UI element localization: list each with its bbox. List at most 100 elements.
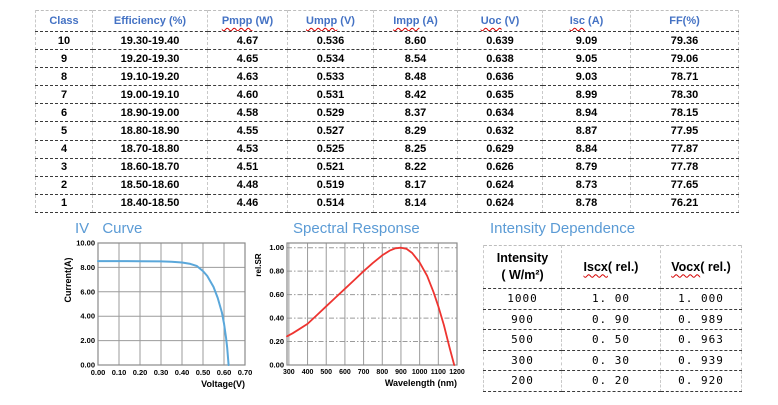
cell: 8.48 [373,67,458,87]
cell: 18.40-18.50 [92,194,208,213]
svg-text:0.80: 0.80 [269,267,284,276]
cell: 0. 963 [660,329,742,351]
column-header: Iscx( rel.) [561,245,661,289]
cell: 78.15 [630,103,739,123]
svg-text:900: 900 [395,369,407,376]
column-header: Efficiency (%) [92,10,208,32]
table-row: 300 0. 30 0. 939 [483,350,742,371]
cell: 8.37 [373,103,458,123]
svg-text:2.00: 2.00 [80,336,95,345]
cell: 8.54 [373,49,458,69]
column-header: Umpp (V) [287,10,374,32]
cell: 0.525 [287,140,374,159]
cell: 8.73 [542,176,631,195]
spectral-response-plot: 300 400 500 600 700 800 900 1000 1100 1200 0.00 0.2… [254,242,465,388]
cell: 9.03 [542,67,631,87]
cell: 7 [35,85,93,105]
cell: 2 [35,176,93,195]
svg-text:0.40: 0.40 [269,314,284,323]
intensity-table-container: Intensity( W/m²) Iscx( rel.) Vocx( rel.) 1… [483,245,742,392]
iv-curve-chart: 0.00 0.10 0.20 0.30 0.40 0.50 0.60 0.70 0.00 2.00… [62,238,257,405]
svg-text:0.60: 0.60 [269,290,284,299]
cell: 0.529 [287,103,374,123]
iv-curve-plot: 0.00 0.10 0.20 0.30 0.40 0.50 0.60 0.70 0.00 2.00… [63,239,252,390]
class-table-container: Class Efficiency (%) Pmpp (W) Umpp (V) Impp … [35,10,739,213]
cell: 0.514 [287,194,374,213]
cell: 19.20-19.30 [92,49,208,69]
svg-text:0.00: 0.00 [91,368,106,377]
cell: 4.58 [207,103,288,123]
intensity-table: Intensity( W/m²) Iscx( rel.) Vocx( rel.) 1… [483,245,742,392]
cell: 0.638 [457,49,543,69]
cell: 19.10-19.20 [92,67,208,87]
svg-text:1000: 1000 [412,369,428,376]
cell: 77.78 [630,158,739,177]
intensity-table-body: 1000 1. 00 1. 000 900 0. 90 0. 989 500 0. 50 0. … [483,288,742,392]
cell: 0. 30 [561,350,661,371]
class-table-header: Class Efficiency (%) Pmpp (W) Umpp (V) Impp … [35,10,739,32]
cell: 76.21 [630,194,739,213]
cell: 8 [35,67,93,87]
svg-text:300: 300 [283,369,295,376]
table-row: 900 0. 90 0. 989 [483,309,742,330]
cell: 1000 [483,288,562,310]
table-row: 7 19.00-19.10 4.60 0.531 8.42 0.635 8.99 78.30 [35,85,739,105]
cell: 78.30 [630,85,739,105]
header-row: Class Efficiency (%) Pmpp (W) Umpp (V) Impp … [35,10,739,32]
cell: 0.624 [457,194,543,213]
cell: 4.63 [207,67,288,87]
cell: 8.99 [542,85,631,105]
svg-text:0.10: 0.10 [112,368,127,377]
svg-text:1100: 1100 [431,369,446,376]
cell: 3 [35,158,93,177]
cell: 10 [35,31,93,51]
column-header: Class [35,10,93,32]
cell: 78.71 [630,67,739,87]
svg-text:8.00: 8.00 [80,263,95,272]
cell: 8.17 [373,176,458,195]
cell: 6 [35,103,93,123]
table-row: 10 19.30-19.40 4.67 0.536 8.60 0.639 9.09 79.36 [35,31,739,51]
svg-text:Voltage(V): Voltage(V) [201,379,245,389]
cell: 300 [483,350,562,371]
table-row: 200 0. 20 0. 920 [483,370,742,392]
cell: 18.50-18.60 [92,176,208,195]
column-header: Impp (A) [373,10,458,32]
header-row: Intensity( W/m²) Iscx( rel.) Vocx( rel.) [483,245,742,289]
table-row: 500 0. 50 0. 963 [483,329,742,351]
cell: 0.632 [457,121,543,141]
cell: 4.60 [207,85,288,105]
svg-text:1200: 1200 [449,369,465,376]
svg-text:600: 600 [339,369,351,376]
svg-text:0.00: 0.00 [269,361,284,370]
cell: 0. 939 [660,350,742,371]
table-row: 9 19.20-19.30 4.65 0.534 8.54 0.638 9.05 79.06 [35,49,739,69]
cell: 8.14 [373,194,458,213]
cell: 200 [483,370,562,392]
table-row: 3 18.60-18.70 4.51 0.521 8.22 0.626 8.79 77.78 [35,158,739,177]
cell: 79.36 [630,31,739,51]
cell: 19.30-19.40 [92,31,208,51]
svg-text:10.00: 10.00 [76,239,95,248]
cell: 0.626 [457,158,543,177]
table-row: 1 18.40-18.50 4.46 0.514 8.14 0.624 8.78 76.21 [35,194,739,213]
cell: 18.80-18.90 [92,121,208,141]
column-header: Isc (A) [542,10,631,32]
cell: 0.639 [457,31,543,51]
cell: 18.90-19.00 [92,103,208,123]
cell: 8.87 [542,121,631,141]
cell: 8.25 [373,140,458,159]
cell: 4 [35,140,93,159]
cell: 8.78 [542,194,631,213]
cell: 0.519 [287,176,374,195]
svg-text:1.00: 1.00 [269,243,284,252]
cell: 5 [35,121,93,141]
svg-text:0.30: 0.30 [154,368,169,377]
cell: 9 [35,49,93,69]
table-row: 8 19.10-19.20 4.63 0.533 8.48 0.636 9.03 78.71 [35,67,739,87]
intensity-table-header: Intensity( W/m²) Iscx( rel.) Vocx( rel.) [483,245,742,289]
cell: 0.629 [457,140,543,159]
cell: 4.55 [207,121,288,141]
class-efficiency-table: Class Efficiency (%) Pmpp (W) Umpp (V) Impp … [35,10,739,213]
